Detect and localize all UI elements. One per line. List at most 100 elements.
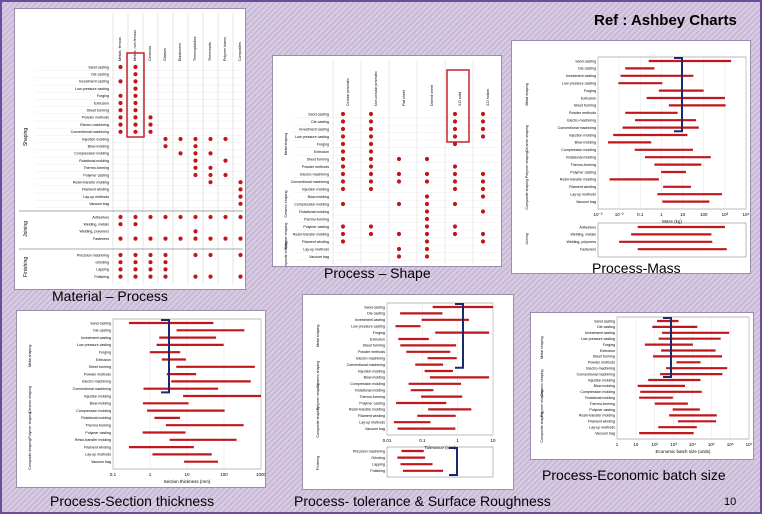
compatibility-dot bbox=[148, 129, 153, 134]
compatibility-dot bbox=[368, 134, 374, 139]
process-row-label: Rotational molding bbox=[355, 389, 385, 393]
compatibility-dot bbox=[193, 252, 198, 258]
group-label: Polymer shaping bbox=[316, 383, 320, 410]
process-row-label: Resin-transfer molding bbox=[579, 414, 615, 418]
compatibility-dot bbox=[223, 158, 228, 163]
compatibility-dot bbox=[193, 165, 198, 170]
compatibility-dot bbox=[208, 236, 213, 241]
column-header: Metals, non-ferrous bbox=[133, 30, 137, 61]
compatibility-dot bbox=[208, 151, 213, 156]
process-row-label: Filament winding bbox=[302, 240, 329, 244]
tick-label: 10³ bbox=[722, 212, 729, 217]
section-thickness-chart: 0.1 1 10 100 1000 Section thickness (mm) Sand … bbox=[28, 318, 265, 484]
compatibility-dot bbox=[396, 171, 402, 177]
tick-label: 1 bbox=[149, 472, 152, 477]
process-row-label: Powder methods bbox=[82, 116, 109, 120]
process-row-label: Resin-transfer molding bbox=[560, 178, 596, 182]
joining-row-label: Welding, polymers bbox=[567, 240, 597, 244]
process-shape-caption: Process – Shape bbox=[324, 265, 431, 281]
compatibility-dot bbox=[452, 179, 458, 184]
material-process-panel: Metals, ferrous Metals, non-ferrous Cerami… bbox=[14, 8, 246, 290]
finishing-row-label: Precision machining bbox=[77, 253, 109, 257]
compatibility-dot bbox=[424, 216, 430, 222]
process-mass-panel: 10⁻³ 10⁻² 0.1 1 10 100 10³ 10⁴ Mass (kg) Sand cas… bbox=[511, 40, 751, 274]
compatibility-dot bbox=[133, 64, 138, 70]
process-row-label: Extrusion bbox=[600, 349, 615, 353]
process-row-label: Electro-machining bbox=[567, 119, 596, 123]
process-row-label: Forging bbox=[99, 351, 111, 355]
column-header: Ceramics bbox=[148, 46, 152, 61]
process-row-label: Sheet forming bbox=[363, 344, 385, 348]
process-row-label: Forging bbox=[584, 89, 596, 93]
shaping-group-label: Shaping bbox=[23, 128, 29, 147]
process-row-label: Blow molding bbox=[575, 141, 596, 145]
process-row-label: Electro-machining bbox=[356, 357, 385, 361]
process-row-label: Filament winding bbox=[82, 188, 109, 192]
compatibility-dot bbox=[340, 126, 346, 132]
compatibility-dot bbox=[118, 267, 123, 272]
process-row-label: Investment casting bbox=[81, 336, 111, 340]
compatibility-dot bbox=[452, 231, 458, 237]
compatibility-dot bbox=[133, 222, 138, 227]
compatibility-dot bbox=[368, 231, 374, 237]
process-row-label: Die casting bbox=[91, 73, 109, 77]
compatibility-dot bbox=[163, 236, 168, 241]
material-process-caption: Material – Process bbox=[52, 288, 168, 304]
process-row-label: Vacuum bag bbox=[576, 200, 596, 204]
process-row-label: Thermo-forming bbox=[359, 395, 385, 399]
compatibility-dot bbox=[238, 194, 243, 199]
compatibility-dot bbox=[208, 274, 213, 279]
process-row-label: Forging bbox=[603, 343, 615, 347]
process-row-label: Thermo-forming bbox=[303, 217, 329, 221]
group-label: Ceramic shaping bbox=[284, 191, 288, 218]
joining-group-label: Joining bbox=[23, 221, 29, 237]
compatibility-dot bbox=[148, 252, 153, 258]
compatibility-dot bbox=[480, 111, 486, 117]
x-axis-label: Tolerance (mm) bbox=[424, 445, 456, 450]
process-row-label: Low pressure casting bbox=[295, 135, 329, 139]
group-label: Composite shaping bbox=[316, 407, 320, 438]
compatibility-dot bbox=[163, 274, 168, 279]
compatibility-dot bbox=[133, 267, 138, 272]
compatibility-dot bbox=[424, 246, 430, 252]
process-row-label: Electro-machining bbox=[82, 380, 111, 384]
column-header: Composites bbox=[238, 42, 242, 61]
process-row-label: Lay-up methods bbox=[303, 247, 329, 251]
compatibility-dot bbox=[480, 126, 486, 132]
compatibility-dot bbox=[340, 149, 346, 154]
compatibility-dot bbox=[133, 260, 138, 265]
process-row-label: Thermo-forming bbox=[85, 424, 111, 428]
process-row-label: Resin-transfer molding bbox=[349, 408, 385, 412]
compatibility-dot bbox=[133, 214, 138, 220]
process-row-label: Powder methods bbox=[358, 350, 385, 354]
highlight-box bbox=[446, 69, 470, 143]
compatibility-dot bbox=[118, 64, 123, 70]
compatibility-dot bbox=[340, 164, 346, 169]
compatibility-dot bbox=[340, 224, 346, 229]
group-label: Metal shaping bbox=[284, 133, 288, 155]
column-header: 3-D hollow bbox=[486, 89, 490, 106]
compatibility-dot bbox=[368, 149, 374, 154]
tolerance-panel: 0.01 0.1 1 10 Tolerance (mm) Sand casting Die … bbox=[302, 294, 514, 490]
process-row-label: Vacuum bag bbox=[365, 427, 385, 431]
compatibility-dot bbox=[238, 214, 243, 220]
compatibility-dot bbox=[452, 119, 458, 124]
process-row-label: Electro-machining bbox=[586, 367, 615, 371]
compatibility-dot bbox=[368, 186, 374, 192]
tick-label: 10⁴ bbox=[689, 442, 696, 447]
process-row-label: Compression molding bbox=[561, 148, 596, 152]
process-row-label: Compression molding bbox=[76, 409, 111, 413]
column-header: 3-D solid bbox=[458, 92, 462, 106]
process-row-label: Investment casting bbox=[355, 318, 385, 322]
joining-row-label: Adhesives bbox=[92, 215, 109, 219]
process-row-label: Conventional machining bbox=[577, 372, 615, 376]
group-label: Ceramic shaping bbox=[316, 361, 320, 388]
compatibility-dot bbox=[368, 164, 374, 169]
compatibility-dot bbox=[118, 100, 123, 106]
process-row-label: Low pressure casting bbox=[581, 337, 615, 341]
process-row-label: Investment casting bbox=[79, 80, 109, 84]
compatibility-dot bbox=[340, 239, 346, 244]
process-row-label: Lay-up methods bbox=[570, 193, 596, 197]
compatibility-dot bbox=[133, 86, 138, 91]
process-row-label: Vacuum bag bbox=[595, 431, 615, 435]
